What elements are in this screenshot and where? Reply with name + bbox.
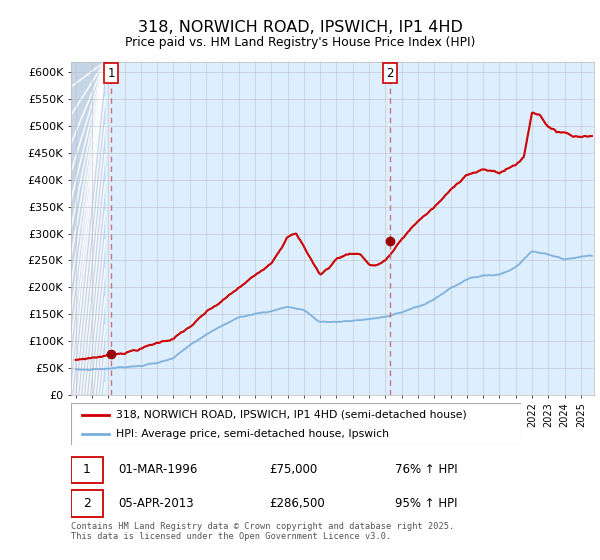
Text: 95% ↑ HPI: 95% ↑ HPI xyxy=(395,497,458,510)
Text: 1: 1 xyxy=(83,463,91,477)
Text: 76% ↑ HPI: 76% ↑ HPI xyxy=(395,463,458,477)
Text: Price paid vs. HM Land Registry's House Price Index (HPI): Price paid vs. HM Land Registry's House … xyxy=(125,36,475,49)
Text: 2: 2 xyxy=(386,67,394,80)
Text: 2: 2 xyxy=(83,497,91,510)
Bar xyxy=(71,457,103,483)
Text: £286,500: £286,500 xyxy=(269,497,325,510)
Text: 318, NORWICH ROAD, IPSWICH, IP1 4HD (semi-detached house): 318, NORWICH ROAD, IPSWICH, IP1 4HD (sem… xyxy=(116,409,467,419)
Bar xyxy=(71,491,103,516)
Text: 01-MAR-1996: 01-MAR-1996 xyxy=(118,463,197,477)
Bar xyxy=(71,62,105,395)
Text: HPI: Average price, semi-detached house, Ipswich: HPI: Average price, semi-detached house,… xyxy=(116,429,389,439)
Text: Contains HM Land Registry data © Crown copyright and database right 2025.
This d: Contains HM Land Registry data © Crown c… xyxy=(71,522,454,542)
Text: 1: 1 xyxy=(107,67,115,80)
Text: 318, NORWICH ROAD, IPSWICH, IP1 4HD: 318, NORWICH ROAD, IPSWICH, IP1 4HD xyxy=(137,20,463,35)
Text: £75,000: £75,000 xyxy=(269,463,318,477)
Text: 05-APR-2013: 05-APR-2013 xyxy=(118,497,194,510)
